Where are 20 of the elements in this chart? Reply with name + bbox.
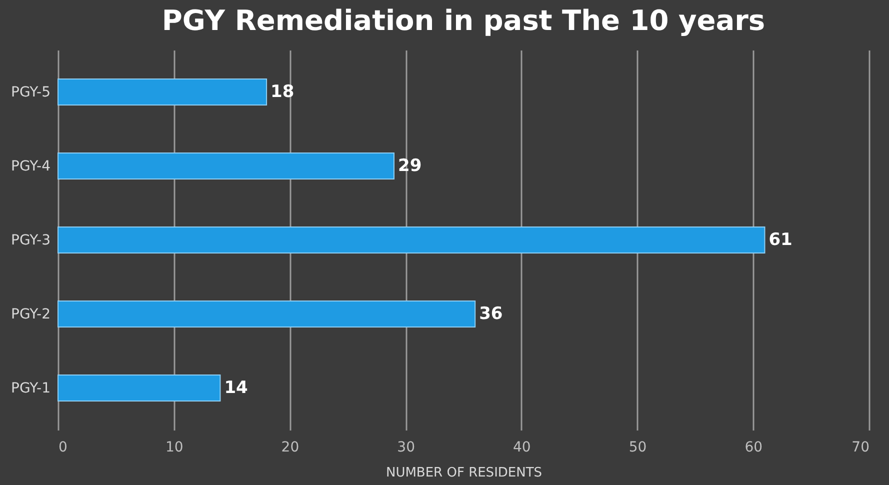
- y-tick-label: PGY-5: [11, 84, 50, 100]
- x-tick-label: 60: [744, 440, 763, 456]
- data-label: 36: [479, 304, 503, 324]
- x-tick-label: 50: [628, 440, 647, 456]
- y-tick-label: PGY-2: [11, 306, 50, 322]
- x-axis-title: NUMBER OF RESIDENTS: [386, 466, 542, 480]
- y-tick-label: PGY-3: [11, 232, 50, 248]
- y-tick-label: PGY-4: [11, 158, 51, 174]
- data-label: 18: [270, 82, 294, 102]
- data-label: 14: [224, 378, 248, 398]
- x-tick-label: 10: [165, 440, 184, 456]
- x-tick-label: 70: [852, 440, 870, 456]
- data-label: 61: [768, 230, 792, 250]
- x-tick-label: 30: [397, 440, 415, 456]
- chart-title: PGY Remediation in past The 10 years: [162, 4, 766, 37]
- data-label: 29: [398, 156, 422, 176]
- x-tick-label: 40: [513, 440, 531, 456]
- x-tick-label: 20: [281, 440, 300, 456]
- x-tick-label: 0: [58, 440, 68, 456]
- y-tick-label: PGY-1: [11, 380, 50, 396]
